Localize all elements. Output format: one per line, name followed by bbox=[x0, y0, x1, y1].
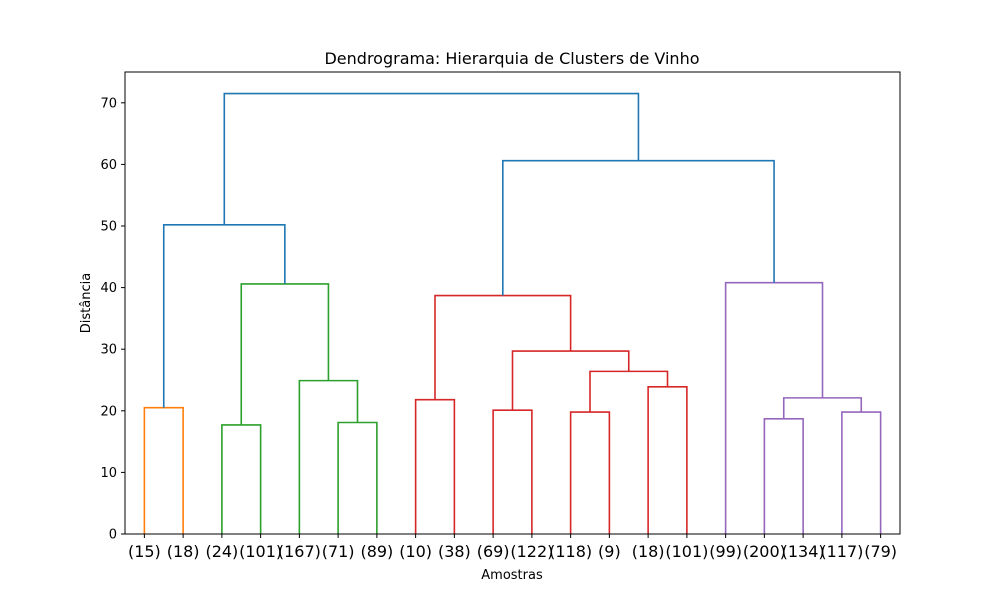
y-tick-label: 40 bbox=[100, 281, 117, 296]
dendrogram-link bbox=[434, 294, 572, 400]
dendrogram-link bbox=[724, 281, 824, 534]
dendrogram-link bbox=[841, 411, 882, 534]
dendrogram-links bbox=[143, 92, 882, 534]
leaf-label: (71) bbox=[322, 542, 355, 561]
leaf-label: (167) bbox=[278, 542, 321, 561]
dendrogram-link bbox=[647, 385, 688, 534]
leaf-label: (122) bbox=[510, 542, 553, 561]
dendrogram-link bbox=[782, 397, 863, 419]
dendrogram-link bbox=[569, 411, 611, 534]
dendrogram-link bbox=[589, 370, 669, 413]
leaf-label: (117) bbox=[820, 542, 863, 561]
leaf-label: (18) bbox=[632, 542, 665, 561]
x-axis-label: Amostras bbox=[481, 568, 543, 583]
leaf-label: (118) bbox=[549, 542, 592, 561]
y-axis: 0 10 20 30 40 50 60 70 bbox=[100, 96, 125, 543]
chart-title: Dendrograma: Hierarquia de Clusters de V… bbox=[324, 49, 699, 68]
y-axis-label: Distância bbox=[79, 273, 94, 333]
dendrogram-link bbox=[240, 283, 330, 425]
dendrogram-link bbox=[337, 421, 378, 534]
y-tick-label: 50 bbox=[100, 220, 117, 235]
dendrogram-link bbox=[162, 223, 286, 408]
dendrogram-link bbox=[763, 418, 804, 534]
dendrogram-link bbox=[298, 379, 359, 534]
dendrogram-link bbox=[143, 406, 184, 534]
plot-frame bbox=[124, 71, 901, 535]
leaf-label: (79) bbox=[864, 542, 897, 561]
y-tick-label: 70 bbox=[100, 96, 117, 111]
leaf-label: (18) bbox=[167, 542, 200, 561]
x-axis: (15) (18) (24) (101)(167) (71) (89) (10) (38) (6… bbox=[128, 534, 897, 561]
leaf-label: (134) bbox=[782, 542, 825, 561]
y-tick-label: 60 bbox=[100, 158, 117, 173]
y-tick-label: 10 bbox=[100, 466, 117, 481]
leaf-label: (101) bbox=[665, 542, 708, 561]
leaf-label: (89) bbox=[360, 542, 393, 561]
leaf-label: (9) bbox=[598, 542, 621, 561]
leaf-label: (10) bbox=[399, 542, 432, 561]
leaf-label: (24) bbox=[205, 542, 238, 561]
dendrogram-link bbox=[511, 350, 630, 411]
leaf-label: (99) bbox=[709, 542, 742, 561]
leaf-label: (38) bbox=[438, 542, 471, 561]
leaf-label: (15) bbox=[128, 542, 161, 561]
y-tick-label: 0 bbox=[109, 528, 117, 543]
dendrogram-link bbox=[492, 409, 533, 534]
leaf-label: (69) bbox=[477, 542, 510, 561]
dendrogram-link bbox=[414, 398, 456, 534]
leaf-label: (101) bbox=[239, 542, 282, 561]
y-tick-label: 30 bbox=[100, 343, 117, 358]
leaf-label: (200) bbox=[743, 542, 786, 561]
y-tick-label: 20 bbox=[100, 404, 117, 419]
dendrogram-link bbox=[223, 92, 640, 225]
dendrogram-link bbox=[502, 159, 775, 296]
dendrogram-link bbox=[221, 424, 262, 534]
